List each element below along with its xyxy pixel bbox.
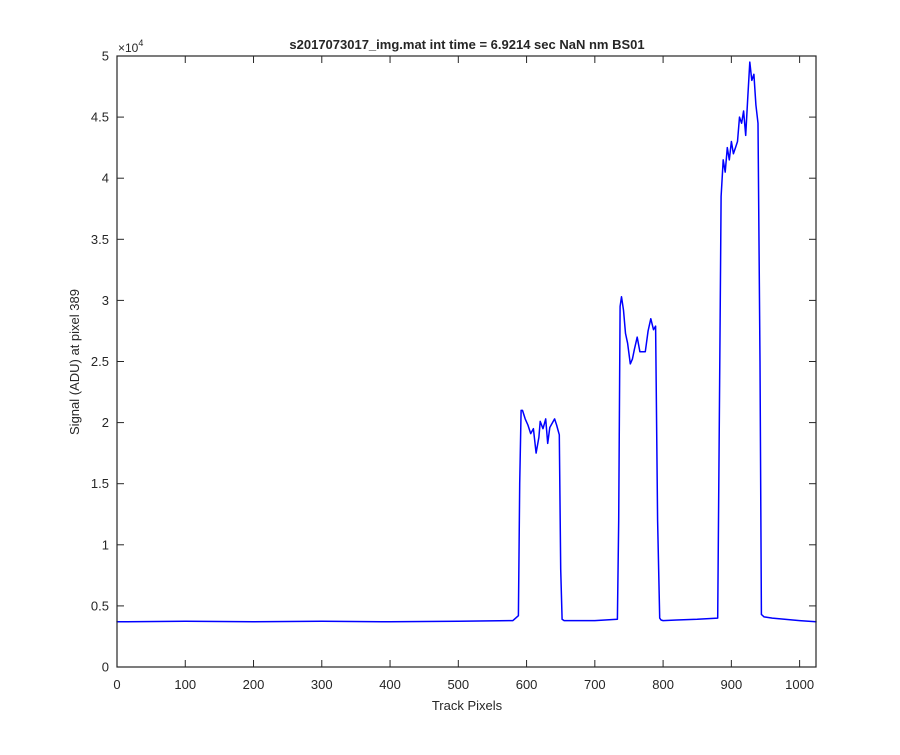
x-tick-label: 300	[311, 677, 333, 692]
x-tick-label: 500	[447, 677, 469, 692]
y-tick-label: 0.5	[91, 598, 109, 613]
x-tick-label: 1000	[785, 677, 814, 692]
y-axis-exponent-power: 4	[138, 38, 143, 48]
x-tick-label: 700	[584, 677, 606, 692]
x-axis-label: Track Pixels	[432, 698, 503, 713]
y-axis-exponent-base: ×10	[118, 41, 139, 55]
y-tick-label: 3.5	[91, 232, 109, 247]
y-tick-label: 1.5	[91, 476, 109, 491]
x-axis: 0 100 200 300 400 500 600 700 800 900 1000	[113, 56, 814, 692]
data-line	[116, 61, 817, 623]
y-tick-label: 3	[102, 293, 109, 308]
y-tick-label: 4.5	[91, 110, 109, 125]
x-tick-label: 900	[721, 677, 743, 692]
y-axis-exponent: ×104	[118, 38, 143, 55]
chart-title: s2017073017_img.mat int time = 6.9214 se…	[289, 37, 644, 52]
x-tick-label: 400	[379, 677, 401, 692]
y-tick-label: 4	[102, 171, 109, 186]
plot-area	[117, 56, 816, 667]
y-axis-label: Signal (ADU) at pixel 389	[67, 289, 82, 435]
x-tick-label: 100	[174, 677, 196, 692]
x-tick-label: 200	[243, 677, 265, 692]
x-tick-label: 0	[113, 677, 120, 692]
y-tick-label: 1	[102, 537, 109, 552]
y-tick-label: 5	[102, 49, 109, 64]
y-tick-label: 0	[102, 660, 109, 675]
y-axis: 0 0.5 1 1.5 2 2.5 3 3.5 4 4.5 5	[91, 49, 816, 675]
x-tick-label: 600	[516, 677, 538, 692]
y-tick-label: 2.5	[91, 354, 109, 369]
x-tick-label: 800	[652, 677, 674, 692]
y-tick-label: 2	[102, 415, 109, 430]
